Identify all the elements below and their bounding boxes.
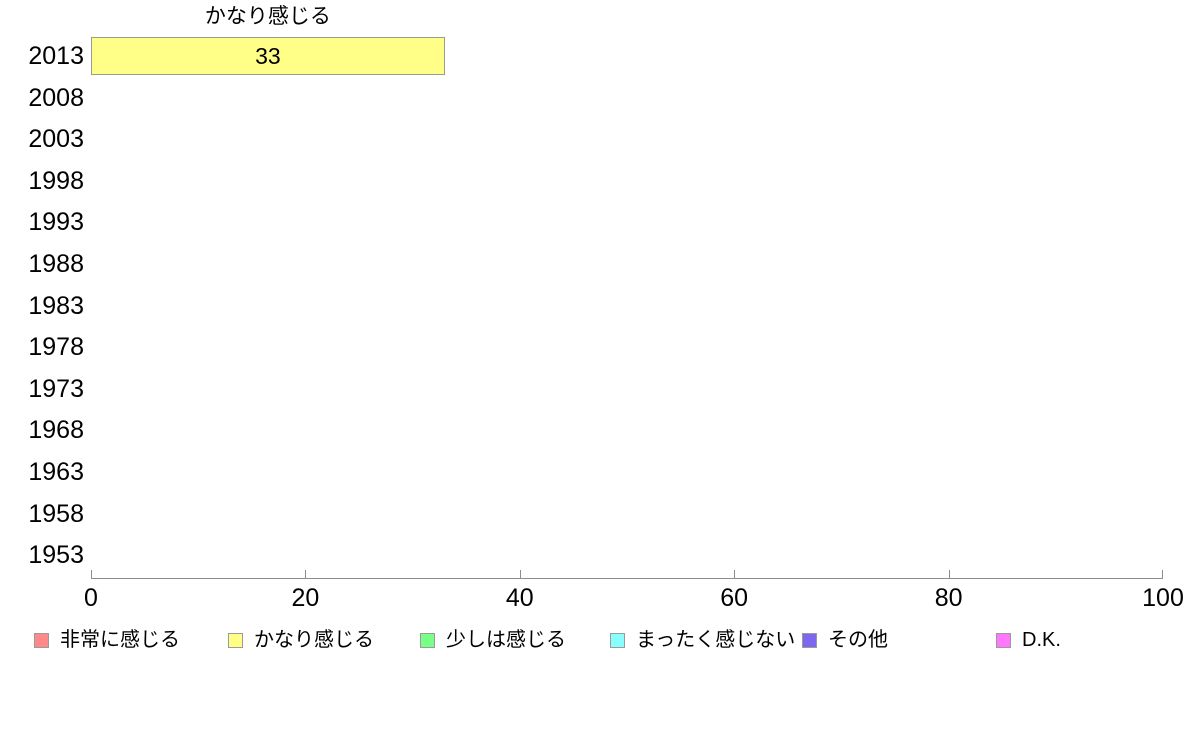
legend-item[interactable]: 非常に感じる bbox=[34, 630, 180, 650]
x-axis-tick bbox=[519, 570, 521, 578]
x-axis-tick-label: 20 bbox=[291, 584, 320, 612]
segment-title-label: かなり感じる bbox=[204, 5, 331, 28]
legend-swatch-icon bbox=[34, 632, 49, 648]
x-axis-tick-label: 0 bbox=[84, 584, 98, 612]
x-axis-tick bbox=[91, 570, 92, 578]
legend-item[interactable]: かなり感じる bbox=[228, 630, 374, 650]
x-axis-tick bbox=[948, 570, 950, 578]
legend-label: かなり感じる bbox=[254, 629, 374, 651]
legend-label: 少しは感じる bbox=[446, 629, 566, 651]
bar-segment[interactable]: 33 bbox=[91, 37, 445, 75]
plot-area: 33 bbox=[91, 30, 1163, 578]
legend-label: その他 bbox=[828, 629, 888, 651]
year-axis-label: 1958 bbox=[28, 499, 84, 528]
year-axis-label: 1968 bbox=[28, 416, 84, 445]
year-axis-label: 2013 bbox=[28, 42, 84, 70]
legend-swatch-icon bbox=[610, 632, 625, 648]
year-axis-label: 1963 bbox=[28, 458, 84, 486]
legend: 非常に感じる かなり感じる 少しは感じる まったく感じない その他 D.K. bbox=[0, 630, 1188, 660]
legend-item[interactable]: その他 bbox=[802, 630, 888, 650]
legend-label: 非常に感じる bbox=[60, 629, 180, 651]
legend-swatch-icon bbox=[420, 632, 435, 648]
x-axis-tick bbox=[734, 570, 736, 578]
year-axis-label: 2003 bbox=[28, 125, 84, 154]
year-axis-label: 2008 bbox=[28, 83, 84, 112]
year-axis-label: 1978 bbox=[28, 333, 84, 362]
legend-swatch-icon bbox=[802, 632, 817, 648]
x-axis-tick bbox=[1162, 570, 1163, 578]
year-axis-label: 1983 bbox=[28, 291, 84, 320]
x-axis-tick-label: 40 bbox=[505, 584, 534, 612]
year-axis-label: 1973 bbox=[28, 374, 84, 403]
x-axis-line bbox=[91, 570, 1163, 579]
legend-label: D.K. bbox=[1022, 629, 1061, 651]
year-axis-label: 1988 bbox=[28, 250, 84, 278]
legend-item[interactable]: 少しは感じる bbox=[420, 630, 566, 650]
x-axis-tick-label: 80 bbox=[934, 584, 963, 612]
x-axis-tick bbox=[305, 570, 307, 578]
year-axis-label: 1953 bbox=[28, 541, 84, 570]
year-axis-label: 1993 bbox=[28, 208, 84, 237]
bar-row: 33 bbox=[91, 37, 1163, 75]
legend-swatch-icon bbox=[228, 632, 243, 648]
legend-swatch-icon bbox=[996, 632, 1011, 648]
x-axis-tick-label: 60 bbox=[720, 584, 749, 612]
year-axis-label: 1998 bbox=[28, 166, 84, 195]
bar-value-label: 33 bbox=[255, 42, 281, 69]
legend-label: まったく感じない bbox=[636, 629, 796, 651]
legend-item[interactable]: D.K. bbox=[996, 630, 1061, 650]
legend-item[interactable]: まったく感じない bbox=[610, 630, 795, 650]
x-axis-tick-label: 100 bbox=[1142, 584, 1184, 612]
